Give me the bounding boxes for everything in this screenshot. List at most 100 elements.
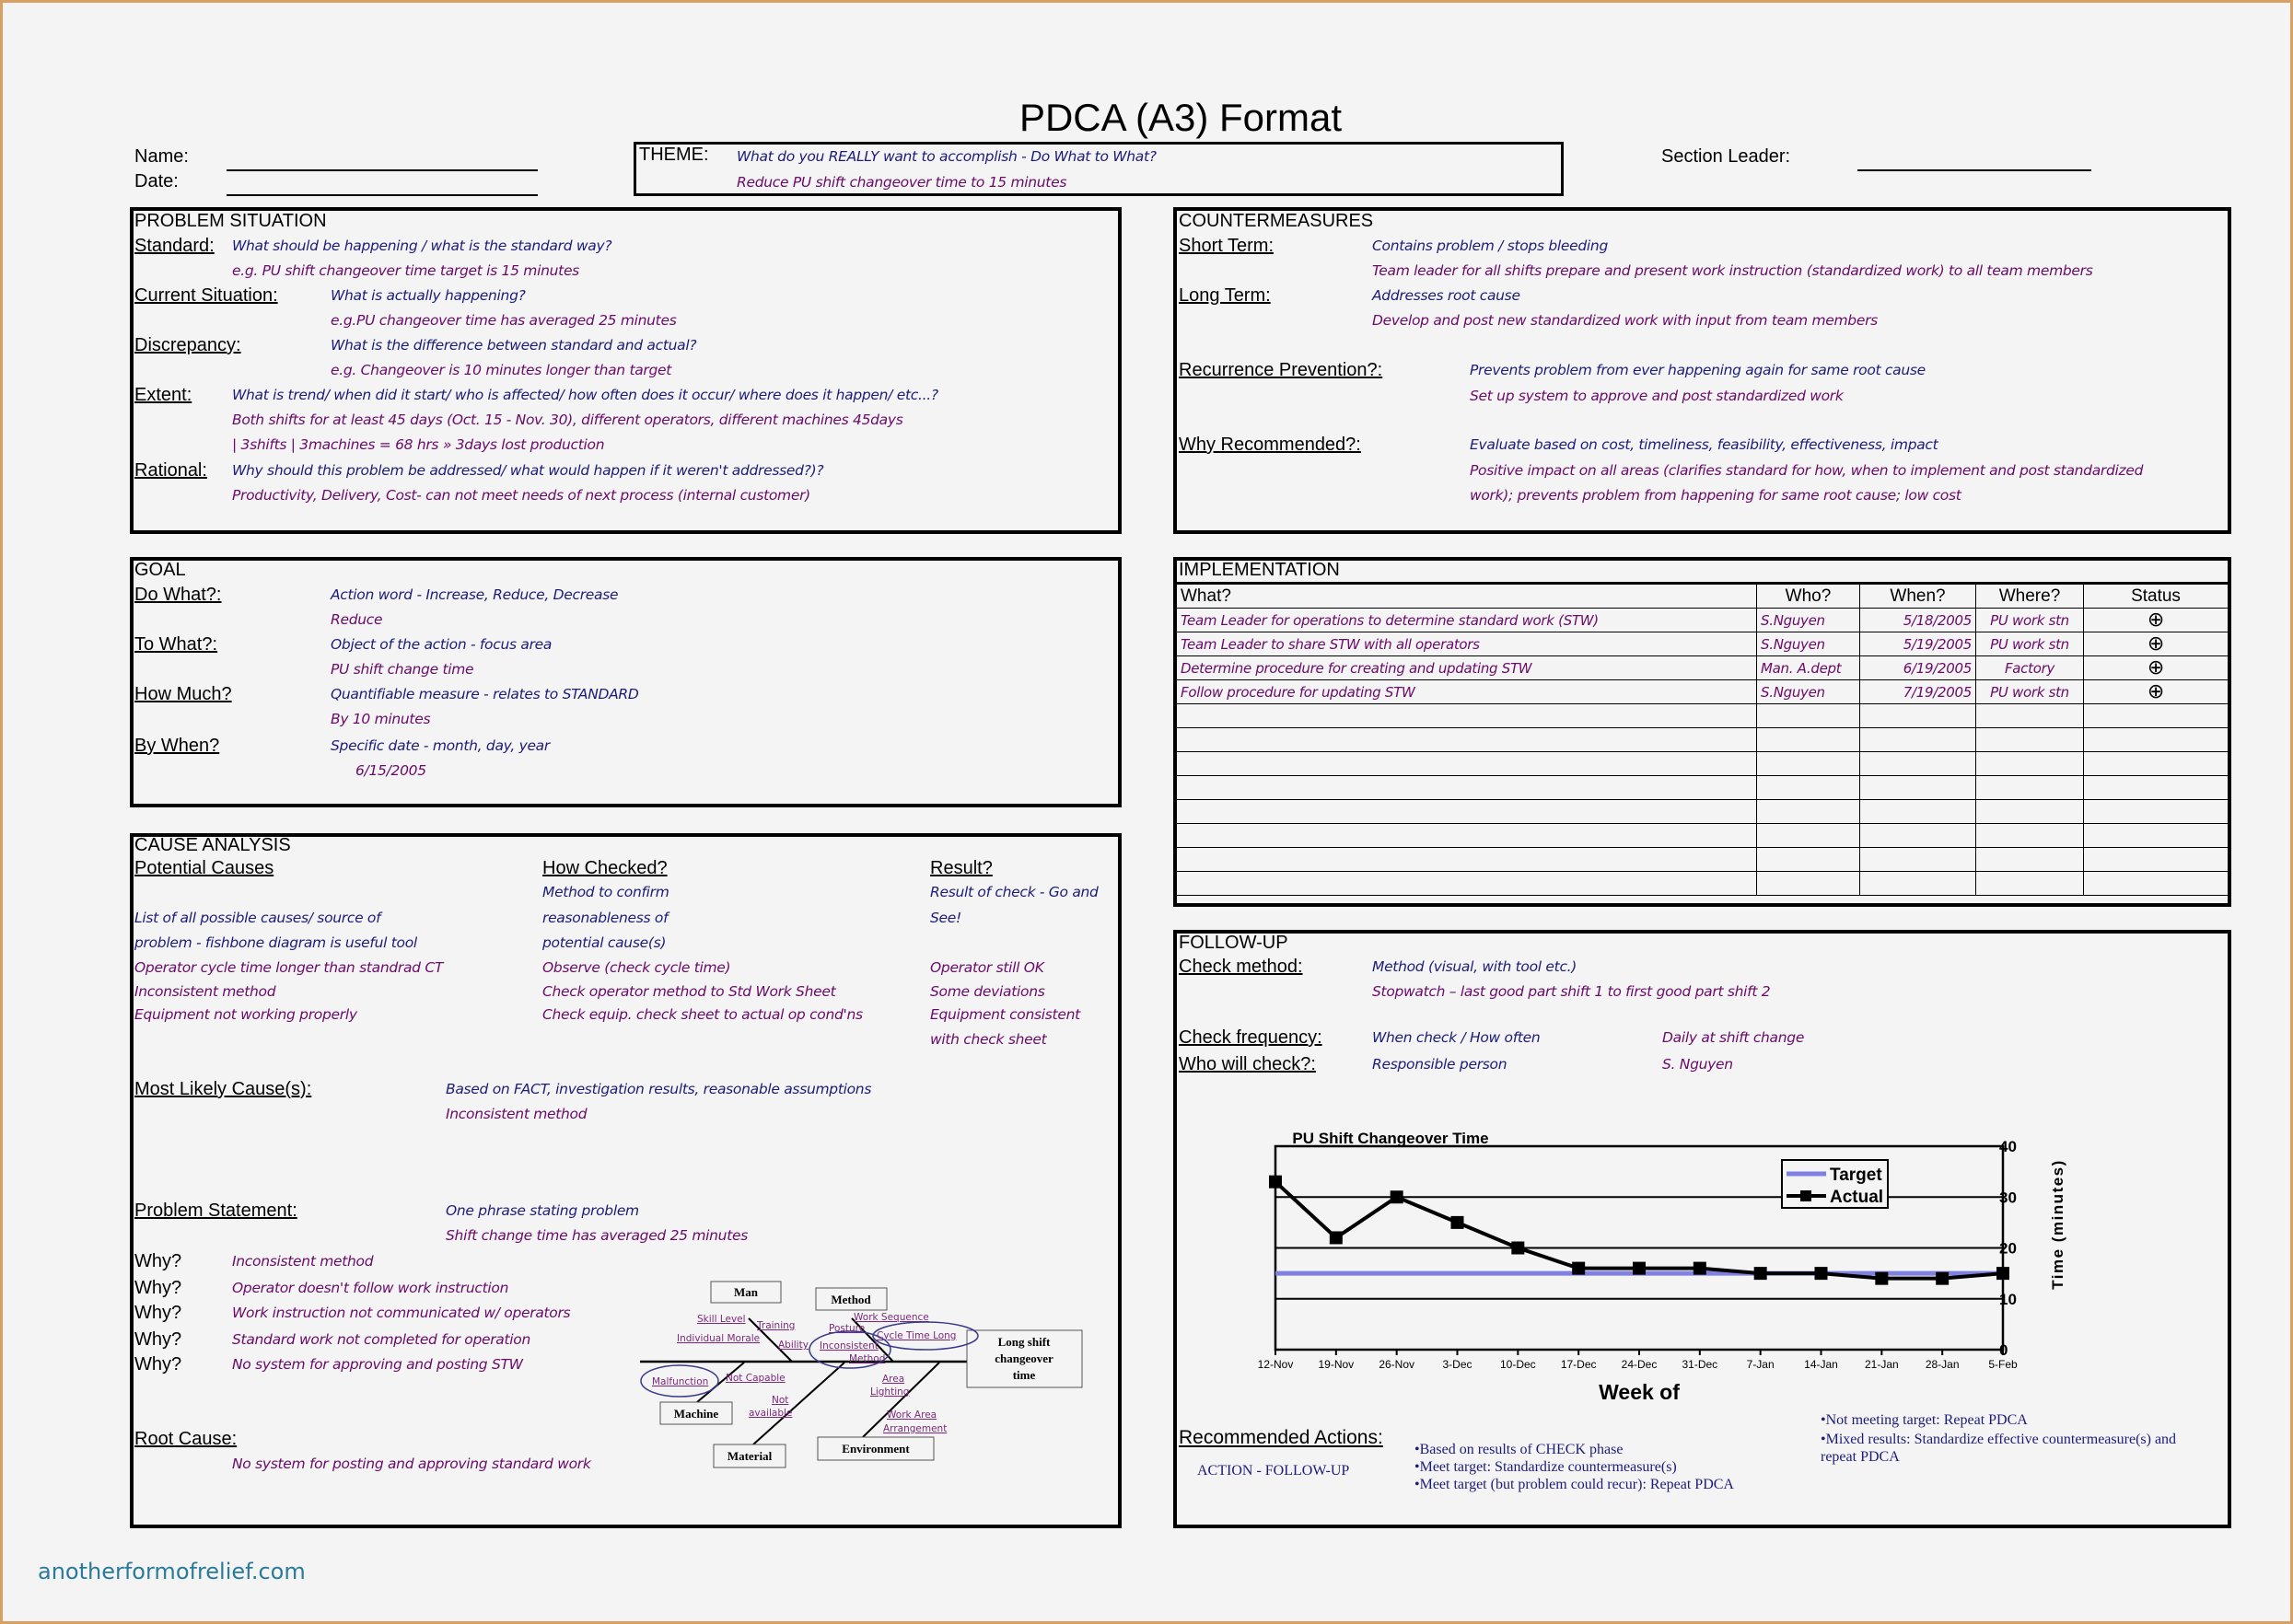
bullet-left: •Based on results of CHECK phase [1414, 1442, 1624, 1457]
cause-label: Cycle Time Long [877, 1330, 956, 1341]
why-answer: No system for approving and posting STW [232, 1356, 523, 1373]
cell-where: PU work stn [1975, 679, 2084, 704]
cell-who [1756, 775, 1860, 800]
status-icon [2083, 823, 2229, 848]
result-item: Operator still OK [930, 959, 1044, 976]
do-what-answer: Reduce [331, 611, 383, 628]
who-will-check-answer: S. Nguyen [1662, 1056, 1733, 1073]
highlight-circle [640, 1364, 719, 1398]
short-term-answer: Team leader for all shifts prepare and p… [1372, 262, 2093, 279]
problem-statement-label: Problem Statement: [134, 1201, 297, 1221]
cell-who: Man. A.dept [1756, 655, 1860, 680]
svg-text:Man: Man [734, 1285, 759, 1299]
do-what-label: Do What?: [134, 585, 222, 605]
recommended-actions-label: Recommended Actions: [1179, 1427, 1383, 1448]
table-row: Follow procedure for updating STW S.Nguye… [1176, 679, 2229, 704]
check-item: Check equip. check sheet to actual op co… [542, 1006, 863, 1023]
cell-when [1859, 823, 1976, 848]
cause-label: Arrangement [883, 1423, 947, 1434]
potential-causes-q1: List of all possible causes/ source of [134, 910, 381, 926]
column-what: What? [1176, 582, 1757, 609]
extent-question: What is trend/ when did it start/ who is… [232, 387, 938, 403]
cause-item: Operator cycle time longer than standrad… [134, 959, 444, 976]
status-icon [2083, 799, 2229, 824]
effect-box: Long shift changeover time [966, 1329, 1083, 1388]
date-field[interactable] [227, 194, 538, 196]
why-answer: Operator doesn't follow work instruction [232, 1280, 509, 1296]
cell-what [1176, 727, 1757, 752]
category-man: Man [710, 1281, 782, 1304]
category-machine: Machine [659, 1401, 733, 1425]
why-label: Why? [134, 1329, 182, 1350]
table-row [1176, 799, 2229, 824]
cause-label: Method [849, 1353, 885, 1364]
bone-man [748, 1317, 793, 1363]
cell-when [1859, 703, 1976, 728]
cell-when [1859, 847, 1976, 872]
table-row [1176, 847, 2229, 872]
recurrence-question: Prevents problem from ever happening aga… [1470, 362, 1926, 378]
cause-label: Skill Level [697, 1314, 746, 1325]
result-q2: See! [930, 910, 961, 926]
svg-text:Material: Material [727, 1449, 773, 1463]
check-method-question: Method (visual, with tool etc.) [1372, 958, 1577, 975]
svg-text:Machine: Machine [674, 1407, 719, 1421]
result-item: Some deviations [930, 983, 1045, 1000]
section-leader-field[interactable] [1857, 169, 2091, 171]
svg-text:Long shift: Long shift [998, 1335, 1051, 1349]
result-label: Result? [930, 858, 993, 878]
how-checked-q3: potential cause(s) [542, 934, 667, 951]
rational-label: Rational: [134, 460, 207, 481]
cell-what: Follow procedure for updating STW [1176, 679, 1757, 704]
name-field[interactable] [227, 169, 538, 171]
cause-analysis-box [130, 833, 1122, 1528]
cause-label: Malfunction [652, 1376, 708, 1387]
cause-label: Not Capable [726, 1373, 786, 1384]
recurrence-answer: Set up system to approve and post standa… [1470, 388, 1844, 404]
cause-label: Work Area [887, 1409, 937, 1421]
why-label: Why? [134, 1251, 182, 1271]
extent-label: Extent: [134, 385, 192, 405]
check-frequency-question: When check / How often [1372, 1029, 1541, 1046]
cell-who [1756, 727, 1860, 752]
why-recommended-label: Why Recommended?: [1179, 435, 1361, 455]
table-row [1176, 751, 2229, 776]
bullet-right: •Not meeting target: Repeat PDCA [1821, 1412, 2028, 1428]
result-item-cont: with check sheet [930, 1031, 1047, 1048]
bone-machine [696, 1362, 745, 1403]
cell-who [1756, 799, 1860, 824]
cause-label: Not [772, 1395, 788, 1406]
recommended-actions-sub: ACTION - FOLLOW-UP [1197, 1463, 1350, 1479]
cell-where [1975, 775, 2084, 800]
watermark-link[interactable]: anotherformofrelief.com [38, 1559, 306, 1584]
how-much-question: Quantifiable measure - relates to STANDA… [331, 686, 639, 702]
why-answer: Standard work not completed for operatio… [232, 1331, 530, 1348]
implementation-table: What? Who? When? Where? Status Team Lead… [1176, 582, 2229, 896]
check-item: Check operator method to Std Work Sheet [542, 983, 836, 1000]
svg-text:Environment: Environment [842, 1442, 910, 1456]
check-frequency-answer: Daily at shift change [1662, 1029, 1805, 1046]
status-icon: ⊕ [2083, 679, 2229, 704]
table-row [1176, 871, 2229, 896]
status-icon: ⊕ [2083, 608, 2229, 632]
current-question: What is actually happening? [331, 287, 526, 304]
why-answer: Work instruction not communicated w/ ope… [232, 1305, 571, 1321]
cell-what: Team Leader for operations to determine … [1176, 608, 1757, 632]
follow-up-box [1173, 930, 2231, 1528]
result-item: Equipment consistent [930, 1006, 1080, 1023]
to-what-answer: PU shift change time [331, 661, 474, 678]
cell-when [1859, 871, 1976, 896]
cell-who: S.Nguyen [1756, 679, 1860, 704]
cell-who: S.Nguyen [1756, 608, 1860, 632]
theme-box [634, 142, 1564, 196]
cell-when: 6/19/2005 [1859, 655, 1976, 680]
most-likely-question: Based on FACT, investigation results, re… [446, 1081, 872, 1097]
cell-when [1859, 799, 1976, 824]
cell-what [1176, 871, 1757, 896]
most-likely-cause-label: Most Likely Cause(s): [134, 1079, 312, 1099]
cell-where [1975, 847, 2084, 872]
cause-label: Ability [778, 1340, 809, 1351]
problem-situation-box [130, 207, 1122, 534]
discrepancy-answer: e.g. Changeover is 10 minutes longer tha… [331, 362, 672, 378]
by-when-label: By When? [134, 736, 220, 756]
